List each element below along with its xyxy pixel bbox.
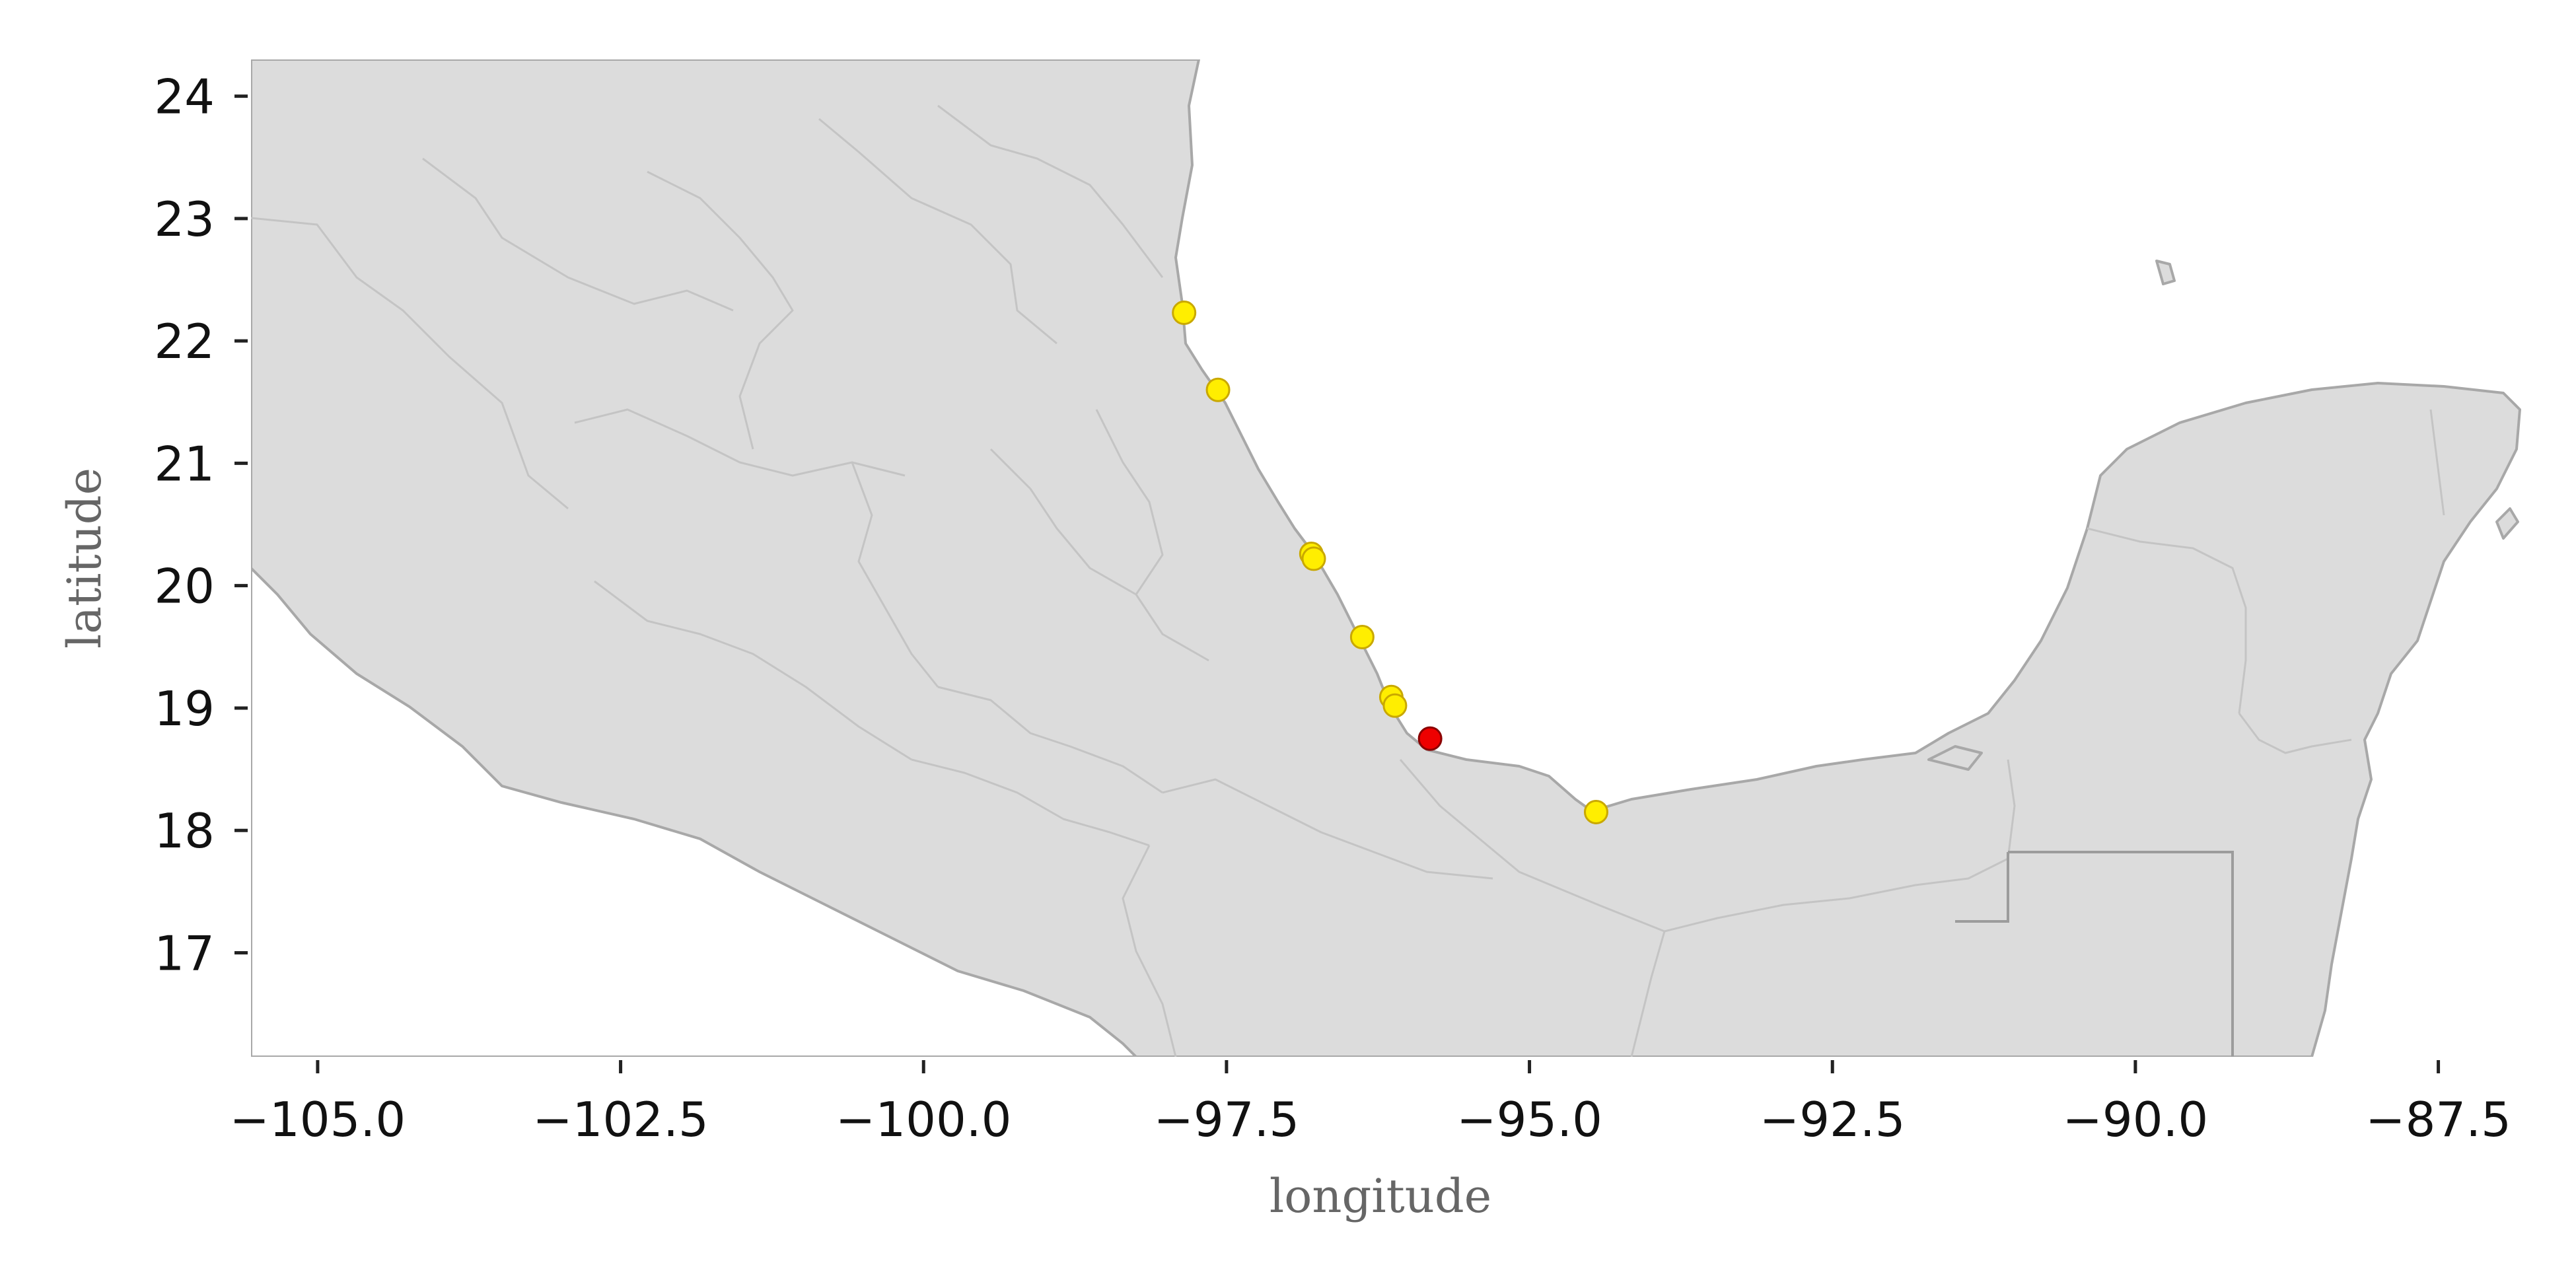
x-axis-title: longitude xyxy=(1270,1169,1491,1223)
y-tick-label: 19 xyxy=(154,681,215,736)
x-tick-label: −92.5 xyxy=(1760,1092,1906,1147)
site-marker[interactable] xyxy=(1172,301,1197,326)
y-tick-label: 23 xyxy=(154,192,215,247)
y-tick-label: 24 xyxy=(154,69,215,125)
map-plot-area[interactable] xyxy=(251,59,2521,1057)
site-marker[interactable] xyxy=(1583,799,1608,824)
site-marker[interactable] xyxy=(1301,546,1326,571)
y-axis: 17 18 19 20 21 22 23 24 xyxy=(154,69,248,982)
y-tick-label: 21 xyxy=(154,436,215,491)
x-tick-label: −105.0 xyxy=(230,1092,406,1147)
y-tick-label: 22 xyxy=(154,314,215,369)
highlight-marker[interactable] xyxy=(1417,726,1443,751)
pacific-coast xyxy=(251,566,1138,1057)
x-tick-label: −87.5 xyxy=(2365,1092,2511,1147)
cozumel-feature xyxy=(2495,507,2519,540)
land-mass xyxy=(251,59,2521,1057)
y-tick-label: 18 xyxy=(154,803,215,859)
y-tick-label: 17 xyxy=(154,926,215,982)
x-axis: −105.0 −102.5 −100.0 −97.5 −95.0 −92.5 −90.0 −8… xyxy=(230,1060,2511,1147)
cuba-tip-feature xyxy=(2155,260,2176,285)
country-borders xyxy=(1955,851,2234,1057)
x-tick-label: −95.0 xyxy=(1456,1092,1602,1147)
state-boundaries xyxy=(251,104,2445,1057)
site-marker[interactable] xyxy=(1382,693,1408,718)
y-axis-title: latitude xyxy=(57,468,112,649)
y-tick-label: 20 xyxy=(154,559,215,614)
marker-layer xyxy=(1172,301,1608,824)
x-tick-label: −102.5 xyxy=(532,1092,708,1147)
site-marker[interactable] xyxy=(1205,377,1231,402)
site-marker[interactable] xyxy=(1349,625,1375,650)
laguna-feature xyxy=(1927,745,1983,771)
x-tick-label: −90.0 xyxy=(2063,1092,2209,1147)
x-tick-label: −97.5 xyxy=(1154,1092,1300,1147)
x-tick-label: −100.0 xyxy=(836,1092,1011,1147)
